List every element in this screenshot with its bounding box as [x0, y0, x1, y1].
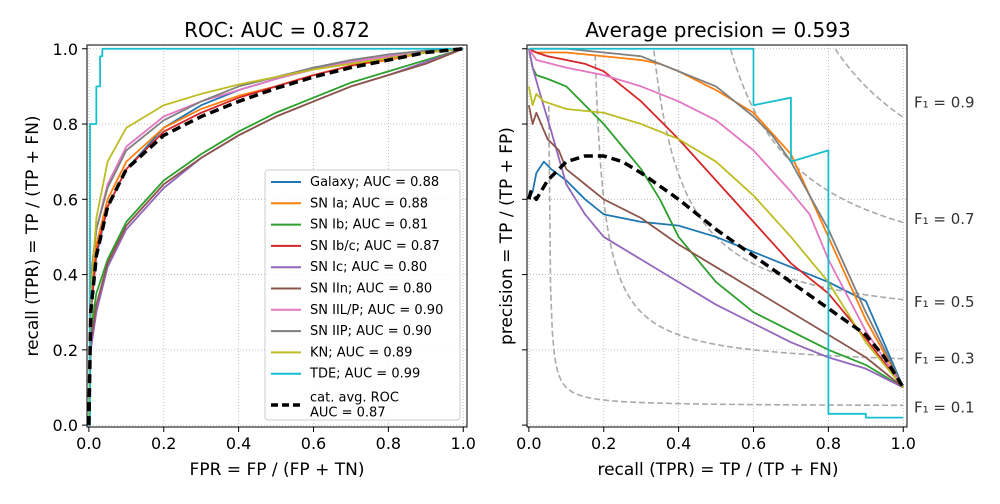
legend-label: cat. avg. ROC — [310, 391, 399, 406]
legend-label: AUC = 0.87 — [310, 406, 386, 421]
iso-f1-curve-0-1 — [547, 105, 904, 407]
roc-series-line-kn — [87, 47, 464, 426]
roc-y-tick-label: 1.0 — [53, 40, 78, 59]
roc-x-tick-label: 0.8 — [376, 434, 401, 453]
pr-ticks: 0.0 0.2 0.4 0.6 0.8 1.0 — [516, 48, 916, 453]
legend-label: SN Ib; AUC = 0.81 — [310, 218, 428, 233]
pr-series-line-tde — [528, 47, 904, 419]
roc-y-tick-label: 0.8 — [53, 115, 78, 134]
pr-panel: 0.0 0.2 0.4 0.6 0.8 1.0 F₁ = 0.1F₁ = 0.3F₁ = … — [497, 18, 975, 480]
pr-series-line-kn — [527, 86, 904, 389]
roc-x-tick-label: 0.2 — [151, 434, 176, 453]
legend-label: SN IIn; AUC = 0.80 — [310, 282, 432, 297]
pr-x-tick-label: 0.0 — [516, 434, 541, 453]
iso-f1-curve-0-9 — [834, 48, 904, 118]
roc-x-axis-label: FPR = FP / (FP + TN) — [190, 460, 365, 480]
pr-series-line-sn-iin — [527, 105, 904, 389]
pr-series-line-sn-ic — [527, 48, 904, 389]
iso-f1-label: F₁ = 0.5 — [914, 293, 975, 311]
roc-x-tick-label: 0.4 — [226, 434, 251, 453]
pr-series-line-cat-avg-roc — [527, 154, 905, 389]
roc-series-line-tde — [88, 47, 464, 427]
iso-f1-label: F₁ = 0.3 — [914, 349, 975, 367]
pr-x-tick-label: 0.8 — [816, 434, 841, 453]
legend-label: SN IIL/P; AUC = 0.90 — [310, 303, 443, 318]
roc-axes-frame — [86, 44, 468, 428]
roc-series-line-sn-ia — [87, 47, 464, 426]
legend-label: SN Ic; AUC = 0.80 — [310, 260, 427, 275]
pr-iso-f1-labels: F₁ = 0.1 F₁ = 0.3 F₁ = 0.5 F₁ = 0.7 F₁ = 0.9 — [914, 93, 975, 416]
pr-title: Average precision = 0.593 — [585, 18, 850, 42]
pr-series-line-sn-ib — [527, 48, 904, 389]
roc-series-line-sn-iin — [87, 47, 464, 426]
legend-label: KN; AUC = 0.89 — [310, 345, 412, 360]
roc-legend: Galaxy; AUC = 0.88 SN Ia; AUC = 0.88 SN Ib… — [264, 169, 461, 421]
pr-axes-frame — [526, 44, 908, 428]
roc-series-group — [87, 47, 464, 427]
roc-x-tick-label: 0.0 — [76, 434, 101, 453]
roc-series-line-sn-iip — [87, 47, 464, 426]
legend-label: SN Ib/c; AUC = 0.87 — [310, 239, 440, 254]
pr-series-line-sn-ib-c — [528, 47, 904, 389]
legend-label: Galaxy; AUC = 0.88 — [310, 175, 439, 190]
pr-x-tick-label: 0.4 — [666, 434, 691, 453]
pr-series-group — [527, 47, 905, 419]
roc-series-line-sn-ib — [87, 47, 464, 426]
roc-y-tick-label: 0.0 — [53, 416, 78, 435]
roc-y-tick-label: 0.4 — [53, 266, 78, 285]
pr-x-axis-label: recall (TPR) = TP / (TP + FN) — [597, 460, 838, 480]
iso-f1-curve-0-3 — [594, 54, 904, 360]
roc-y-tick-label: 0.2 — [53, 341, 78, 360]
roc-x-tick-label: 1.0 — [451, 434, 476, 453]
legend-box — [264, 169, 461, 421]
pr-plot-area — [527, 45, 907, 427]
roc-title: ROC: AUC = 0.872 — [184, 18, 370, 42]
pr-x-tick-label: 0.6 — [741, 434, 766, 453]
pr-y-axis-label: precision = TP / (TP + FP) — [497, 127, 517, 345]
roc-ticks: 0.00.0 0.2 0.2 0.4 0.4 0.6 0.6 0.8 0.8 1.0 1.0 — [53, 40, 476, 453]
pr-series-line-galaxy — [528, 160, 905, 388]
iso-f1-label: F₁ = 0.1 — [914, 398, 975, 416]
roc-panel: 0.00.0 0.2 0.2 0.4 0.4 0.6 0.6 0.8 0.8 1.0 1.0 ROC… — [23, 18, 476, 480]
roc-y-axis-label: recall (TPR) = TP / (TP + FN) — [23, 115, 43, 356]
iso-f1-label: F₁ = 0.9 — [914, 93, 975, 111]
roc-y-tick-label: 0.6 — [53, 190, 78, 209]
roc-x-tick-label: 0.6 — [301, 434, 326, 453]
pr-x-tick-label: 0.2 — [591, 434, 616, 453]
pr-x-tick-label: 1.0 — [891, 434, 916, 453]
legend-label: SN IIP; AUC = 0.90 — [310, 324, 432, 339]
iso-f1-label: F₁ = 0.7 — [914, 210, 975, 228]
legend-label: SN Ia; AUC = 0.88 — [310, 196, 428, 211]
legend-label: TDE; AUC = 0.99 — [309, 367, 420, 382]
